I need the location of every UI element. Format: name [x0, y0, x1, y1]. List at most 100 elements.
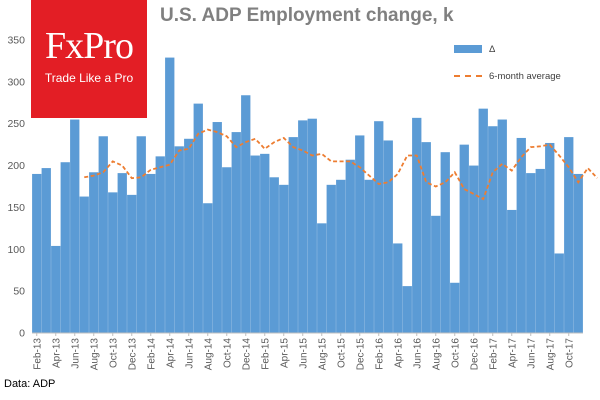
bar-Mar-15 — [269, 177, 279, 333]
y-tick-label-50: 50 — [13, 286, 25, 298]
legend-bar-swatch — [454, 45, 482, 53]
bar-May-15 — [288, 137, 298, 333]
x-tick-label-Feb-17: Feb-17 — [488, 338, 499, 370]
bar-Jun-14 — [184, 138, 194, 333]
bar-Oct-14 — [222, 167, 232, 333]
x-tick-label-Jun-15: Jun-15 — [298, 338, 309, 369]
bar-Nov-15 — [345, 159, 355, 333]
legend-label-average: 6-month average — [489, 70, 561, 82]
x-tick-label-Dec-13: Dec-13 — [127, 338, 138, 371]
bar-Nov-16 — [459, 144, 469, 333]
bar-Dec-15 — [355, 135, 365, 333]
bar-May-14 — [174, 146, 184, 333]
legend-line-swatch — [454, 75, 482, 77]
x-tick-label-Aug-13: Aug-13 — [89, 338, 100, 371]
bar-Aug-17 — [545, 142, 555, 333]
y-tick-label-0: 0 — [19, 328, 25, 340]
x-tick-label-Aug-14: Aug-14 — [203, 338, 214, 371]
x-tick-label-Aug-17: Aug-17 — [545, 338, 556, 371]
bar-Jun-17 — [526, 173, 536, 333]
bar-Jul-15 — [307, 118, 317, 333]
bar-May-17 — [516, 137, 526, 333]
bar-Jan-16 — [364, 179, 374, 333]
y-tick-label-300: 300 — [7, 76, 25, 88]
x-tick-label-Oct-15: Oct-15 — [336, 338, 347, 368]
x-tick-label-Feb-15: Feb-15 — [260, 338, 271, 370]
bar-Feb-17 — [488, 126, 498, 333]
x-tick-label-Apr-13: Apr-13 — [51, 338, 62, 368]
x-tick-label-Feb-16: Feb-16 — [374, 338, 385, 370]
bar-Mar-17 — [497, 119, 507, 333]
bar-Dec-13 — [127, 194, 137, 333]
y-tick-label-200: 200 — [7, 160, 25, 172]
fxpro-logo: FxPro Trade Like a Pro — [31, 0, 147, 118]
logo-wordmark: FxPro — [45, 25, 134, 67]
x-tick-label-Jun-17: Jun-17 — [526, 338, 537, 369]
source-note: Data: ADP — [4, 378, 56, 390]
average-line — [84, 128, 598, 201]
bar-Sep-14 — [212, 122, 222, 333]
y-tick-label-150: 150 — [7, 202, 25, 214]
bar-Jul-14 — [193, 103, 203, 334]
bar-Apr-17 — [507, 209, 517, 333]
axes-group: 0 50 100 150 200 250 300 350 Feb-13 Apr-13 Jun-13 A… — [7, 35, 583, 371]
bar-Jun-15 — [298, 120, 308, 334]
bar-group — [32, 57, 583, 334]
x-tick-label-Jun-13: Jun-13 — [70, 338, 81, 369]
bar-Feb-15 — [260, 153, 270, 333]
bar-Mar-14 — [155, 156, 165, 333]
average-line-group — [84, 128, 598, 201]
legend-item-average: 6-month average — [454, 69, 561, 83]
y-tick-label-100: 100 — [7, 244, 25, 256]
bar-Feb-16 — [374, 121, 384, 333]
bar-Jan-17 — [478, 108, 488, 334]
bar-Feb-14 — [146, 173, 156, 333]
bar-Oct-16 — [450, 282, 460, 333]
x-tick-label-Aug-15: Aug-15 — [317, 338, 328, 371]
x-tick-label-Dec-16: Dec-16 — [469, 338, 480, 371]
x-tick-label-Oct-16: Oct-16 — [450, 338, 461, 368]
x-tick-label-Dec-15: Dec-15 — [355, 338, 366, 371]
bar-Aug-13 — [89, 172, 99, 333]
bar-Jul-17 — [535, 168, 545, 333]
x-tick-label-Oct-13: Oct-13 — [108, 338, 119, 368]
x-tick-label-Apr-14: Apr-14 — [165, 338, 176, 368]
bar-Feb-13 — [32, 173, 42, 333]
x-tick-label-Aug-16: Aug-16 — [431, 338, 442, 371]
bar-Dec-16 — [469, 165, 479, 333]
bar-May-13 — [60, 162, 70, 333]
bar-Nov-13 — [117, 173, 127, 333]
bar-Jul-16 — [421, 142, 431, 333]
bar-Jul-13 — [79, 196, 89, 333]
bar-Aug-15 — [317, 223, 327, 333]
bar-Jan-14 — [136, 136, 146, 333]
bar-Apr-13 — [51, 245, 61, 333]
x-tick-label-Dec-14: Dec-14 — [241, 338, 252, 371]
bar-Nov-14 — [231, 132, 241, 333]
bar-Sep-17 — [554, 253, 564, 333]
x-tick-label-Jun-14: Jun-14 — [184, 338, 195, 369]
bar-Oct-15 — [336, 179, 346, 333]
bar-Sep-15 — [326, 184, 336, 333]
bar-Aug-14 — [203, 203, 213, 333]
x-tick-label-Jun-16: Jun-16 — [412, 338, 423, 369]
bar-Mar-16 — [383, 140, 393, 333]
y-tick-label-250: 250 — [7, 118, 25, 130]
bar-Sep-16 — [440, 152, 450, 333]
bar-Dec-14 — [241, 95, 251, 333]
x-tick-label-Apr-15: Apr-15 — [279, 338, 290, 368]
legend-item-bars: Δ — [454, 42, 495, 56]
bar-Oct-13 — [108, 192, 118, 333]
bar-Apr-14 — [165, 57, 175, 333]
legend-label-bars: Δ — [489, 43, 496, 55]
x-tick-label-Apr-16: Apr-16 — [393, 338, 404, 368]
chart-title: U.S. ADP Employment change, k — [160, 5, 454, 26]
x-tick-label-Apr-17: Apr-17 — [507, 338, 518, 368]
bar-May-16 — [402, 286, 412, 333]
bar-Mar-13 — [41, 168, 51, 333]
bar-Oct-17 — [564, 137, 574, 333]
bar-Sep-13 — [98, 136, 108, 333]
bar-Jan-15 — [250, 155, 260, 333]
y-tick-label-350: 350 — [7, 35, 25, 47]
bar-Apr-16 — [393, 243, 403, 333]
